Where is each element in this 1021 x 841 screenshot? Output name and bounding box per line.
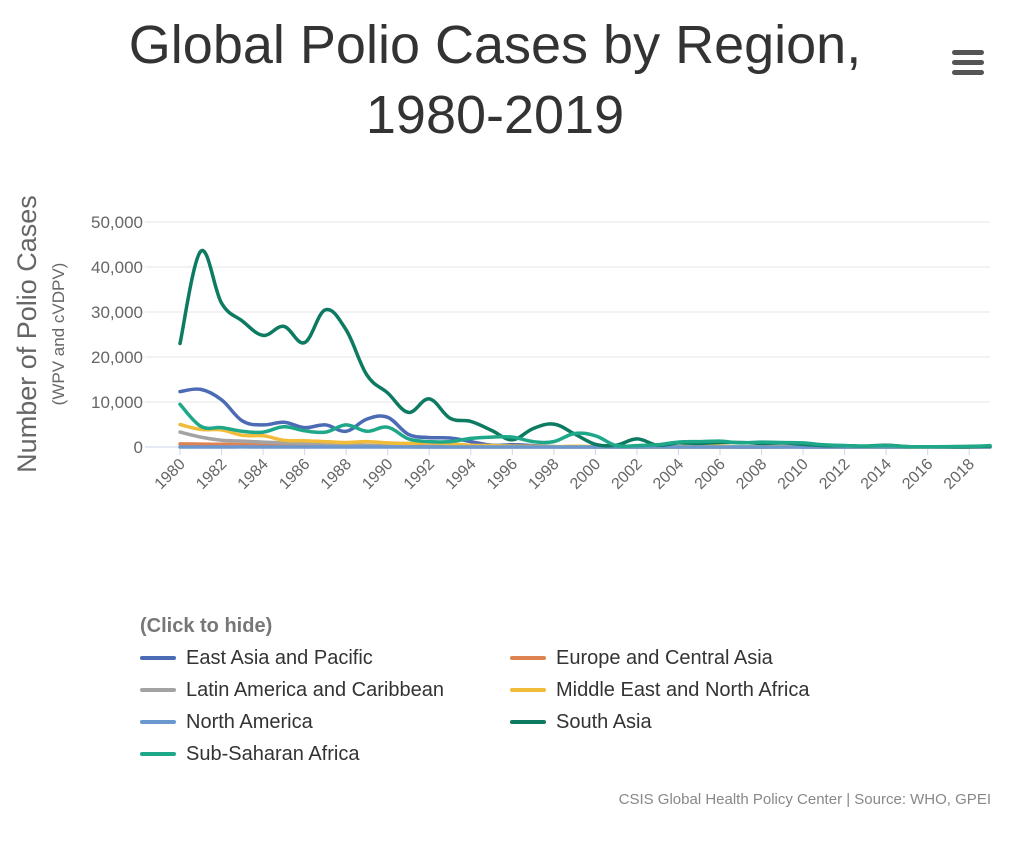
legend-label: Middle East and North Africa xyxy=(556,678,810,701)
chart-title: Global Polio Cases by Region, 1980-2019 xyxy=(60,10,930,150)
y-tick-label: 50,000 xyxy=(91,213,143,232)
x-tick-label: 1982 xyxy=(193,456,230,493)
x-tick-label: 2000 xyxy=(567,456,604,493)
legend-items: East Asia and Pacific Europe and Central … xyxy=(140,644,900,768)
x-tick-label: 2018 xyxy=(941,456,978,493)
x-tick-label: 2016 xyxy=(899,456,936,493)
y-tick-label: 0 xyxy=(134,438,143,457)
series-line-sub-saharan-africa[interactable] xyxy=(178,402,992,449)
legend-item-europe-and-central-asia[interactable]: Europe and Central Asia xyxy=(510,644,880,672)
chart-title-line2: 1980-2019 xyxy=(365,85,625,145)
hamburger-icon-bar xyxy=(952,50,984,55)
y-tick-label: 40,000 xyxy=(91,258,143,277)
series-lines xyxy=(178,248,992,449)
legend-item-east-asia-and-pacific[interactable]: East Asia and Pacific xyxy=(140,644,510,672)
x-tick-label: 2006 xyxy=(692,456,729,493)
x-tick-label: 2012 xyxy=(816,456,853,493)
legend-item-north-america[interactable]: North America xyxy=(140,708,510,736)
x-tick-label: 1988 xyxy=(318,456,355,493)
x-tick-label: 1986 xyxy=(276,456,313,493)
legend-label: East Asia and Pacific xyxy=(186,646,373,669)
x-tick-label: 1990 xyxy=(359,456,396,493)
x-tick-label: 2010 xyxy=(775,456,812,493)
x-tick-label: 1980 xyxy=(152,456,189,493)
chart-title-line1: Global Polio Cases by Region, xyxy=(128,15,862,75)
series-line-south-asia[interactable] xyxy=(178,248,992,449)
grid-lines xyxy=(145,221,990,448)
legend-swatch xyxy=(140,656,176,660)
legend-swatch xyxy=(510,688,546,692)
chart-credits: CSIS Global Health Policy Center | Sourc… xyxy=(618,791,991,808)
hamburger-icon-bar xyxy=(952,60,984,65)
chart-menu-button[interactable] xyxy=(945,42,991,82)
legend-label: South Asia xyxy=(556,710,652,733)
x-tick-label: 1996 xyxy=(484,456,521,493)
x-axis-ticks: 1980 1982 1984 1986 1988 1990 1992 1994 1996 1998… xyxy=(152,447,978,493)
legend-item-middle-east-and-north-africa[interactable]: Middle East and North Africa xyxy=(510,676,880,704)
x-tick-label: 1984 xyxy=(235,456,272,493)
y-axis-ticks: 0 10,000 20,000 30,000 40,000 50,000 xyxy=(91,213,143,457)
legend-hint: (Click to hide) xyxy=(140,615,273,637)
legend-label: Latin America and Caribbean xyxy=(186,678,444,701)
legend-swatch xyxy=(140,688,176,692)
legend-label: North America xyxy=(186,710,313,733)
y-tick-label: 10,000 xyxy=(91,393,143,412)
x-tick-label: 1992 xyxy=(401,456,438,493)
legend-label: Europe and Central Asia xyxy=(556,646,773,669)
legend-item-latin-america-and-caribbean[interactable]: Latin America and Caribbean xyxy=(140,676,510,704)
x-tick-label: 2008 xyxy=(733,456,770,493)
hamburger-icon-bar xyxy=(952,70,984,75)
x-tick-label: 2004 xyxy=(650,456,687,493)
legend-swatch xyxy=(510,656,546,660)
y-tick-label: 20,000 xyxy=(91,348,143,367)
y-tick-label: 30,000 xyxy=(91,303,143,322)
y-axis-title: Number of Polio Cases xyxy=(12,195,42,473)
chart-legend: (Click to hide) East Asia and Pacific Eur… xyxy=(140,615,900,768)
x-tick-label: 2014 xyxy=(858,456,895,493)
legend-label: Sub-Saharan Africa xyxy=(186,742,360,765)
x-tick-label: 2002 xyxy=(609,456,646,493)
x-tick-label: 1998 xyxy=(525,456,562,493)
y-axis-subtitle: (WPV and cVDPV) xyxy=(49,263,68,406)
legend-swatch xyxy=(510,720,546,724)
legend-swatch xyxy=(140,720,176,724)
legend-item-sub-saharan-africa[interactable]: Sub-Saharan Africa xyxy=(140,740,510,768)
x-tick-label: 1994 xyxy=(442,456,479,493)
legend-item-south-asia[interactable]: South Asia xyxy=(510,708,880,736)
legend-swatch xyxy=(140,752,176,756)
chart-plot: 0 10,000 20,000 30,000 40,000 50,000 1980 1982… xyxy=(12,195,992,493)
